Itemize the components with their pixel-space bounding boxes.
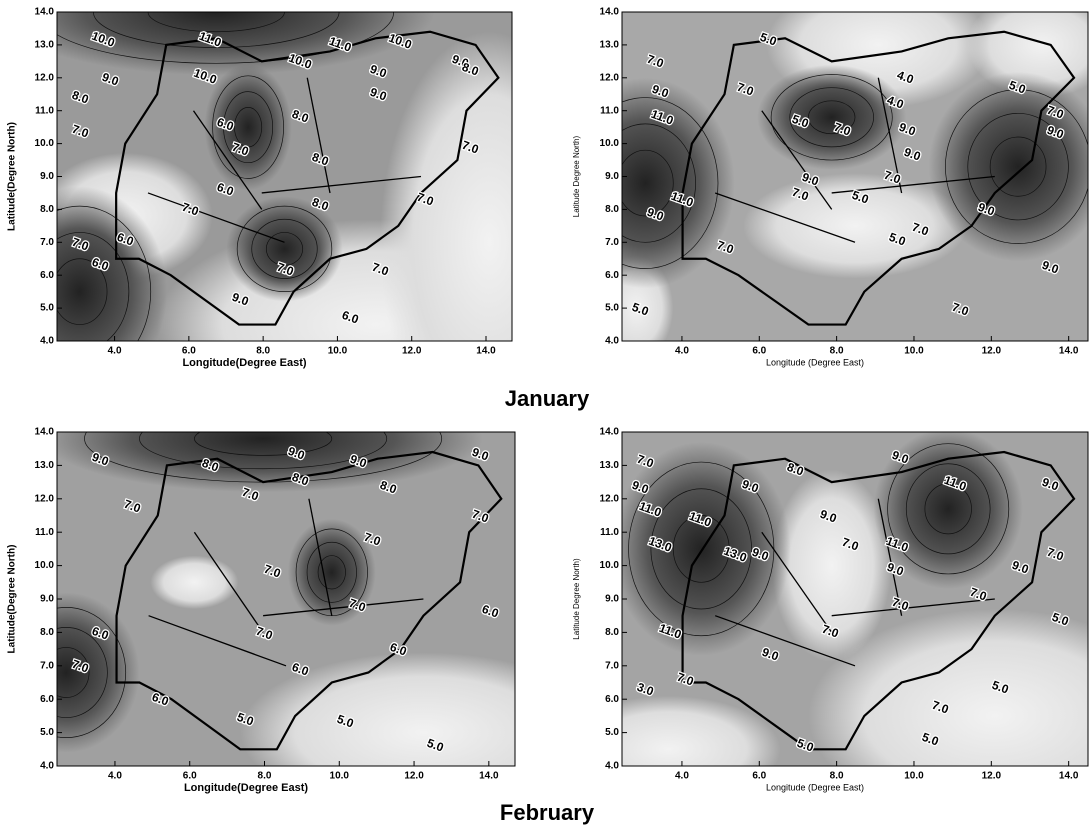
caption: January [505,386,590,411]
y-tick-label: 7.0 [40,660,54,671]
y-tick-label: 5.0 [605,727,619,738]
y-tick-label: 10.0 [600,560,620,571]
map-panel: 4.0 6.0 8.0 10.0 12.0 14.0 4.0 5.0 6.0 7.0 8.0 9.0 1… [0,385,607,813]
figure: January February 4.06.08.010.012.014.04.… [0,0,1091,826]
light-region [557,696,781,803]
y-tick-label: 7.0 [605,237,619,248]
y-tick-label: 5.0 [605,303,619,314]
x-axis-label: Longitude(Degree East) [182,357,306,369]
y-tick-label: 13.0 [35,460,55,471]
y-tick-label: 4.0 [605,336,619,347]
map-panel: 4.0 6.0 8.0 10.0 12.0 14.0 4.0 5.0 6.0 7.0 8.0 9.0 1… [556,0,1091,367]
y-tick-label: 7.0 [40,237,54,248]
x-tick-label: 14.0 [476,346,496,357]
y-tick-label: 9.0 [605,594,619,605]
x-tick-label: 8.0 [830,771,844,782]
map-panel: 4.0 6.0 8.0 10.0 12.0 14.0 4.0 5.0 6.0 7.0 8.0 9.0 1… [557,427,1091,823]
y-tick-label: 13.0 [35,40,55,51]
x-tick-label: 8.0 [258,771,272,782]
y-tick-label: 12.0 [35,72,55,83]
y-axis-label: Latitude Degree North) [572,558,581,640]
x-tick-label: 10.0 [904,771,924,782]
y-tick-label: 9.0 [605,171,619,182]
x-tick-label: 10.0 [330,771,350,782]
y-tick-label: 11.0 [35,105,54,116]
y-tick-label: 7.0 [605,660,619,671]
y-tick-label: 11.0 [35,527,54,538]
light-region [150,556,238,609]
y-tick-label: 5.0 [40,303,54,314]
y-tick-label: 12.0 [35,493,55,504]
x-tick-label: 4.0 [108,346,122,357]
x-axis-label: Longitude (Degree East) [766,782,864,792]
page: January February 4.06.08.010.012.014.04.… [0,0,1091,826]
x-tick-label: 12.0 [404,771,424,782]
x-tick-label: 12.0 [982,771,1002,782]
x-tick-label: 10.0 [904,346,924,357]
x-tick-label: 6.0 [183,771,197,782]
y-tick-label: 11.0 [600,105,619,116]
y-tick-label: 8.0 [40,204,54,215]
x-tick-label: 14.0 [479,771,499,782]
y-tick-label: 8.0 [40,627,54,638]
y-tick-label: 4.0 [40,336,54,347]
y-tick-label: 13.0 [600,460,620,471]
x-tick-label: 10.0 [328,346,348,357]
y-tick-label: 13.0 [600,40,620,51]
y-tick-label: 14.0 [600,427,620,438]
y-tick-label: 5.0 [40,727,54,738]
x-tick-label: 6.0 [752,771,766,782]
x-tick-label: 12.0 [402,346,422,357]
x-axis-label: Longitude (Degree East) [766,357,864,367]
y-tick-label: 14.0 [35,427,55,438]
dark-region [0,186,167,397]
y-tick-label: 10.0 [600,138,620,149]
y-tick-label: 4.0 [605,761,619,772]
x-tick-label: 6.0 [752,346,766,357]
y-tick-label: 11.0 [600,527,619,538]
y-axis-label: Latitude(Degree North) [7,122,18,231]
y-tick-label: 6.0 [605,694,619,705]
x-axis-label: Longitude(Degree East) [184,782,308,794]
x-tick-label: 8.0 [256,346,270,357]
y-tick-label: 6.0 [40,694,54,705]
x-tick-label: 12.0 [982,346,1002,357]
x-tick-label: 4.0 [675,771,689,782]
dark-region [43,385,483,492]
x-tick-label: 14.0 [1059,771,1079,782]
y-tick-label: 10.0 [35,560,55,571]
x-tick-label: 6.0 [182,346,196,357]
x-tick-label: 14.0 [1059,346,1079,357]
x-tick-label: 4.0 [108,771,122,782]
y-tick-label: 10.0 [35,138,55,149]
y-axis-label: Latitude Degree North) [572,135,581,217]
y-tick-label: 14.0 [35,7,55,18]
y-tick-label: 6.0 [605,270,619,281]
y-tick-label: 9.0 [40,594,54,605]
y-tick-label: 14.0 [600,7,620,18]
dark-region [556,78,735,289]
y-tick-label: 8.0 [605,627,619,638]
x-tick-label: 4.0 [675,346,689,357]
x-tick-label: 8.0 [830,346,844,357]
y-tick-label: 12.0 [600,72,620,83]
y-tick-label: 12.0 [600,493,620,504]
y-axis-label: Latitude(Degree North) [7,545,18,654]
y-tick-label: 8.0 [605,204,619,215]
y-tick-label: 9.0 [40,171,54,182]
dark-region [757,65,906,170]
y-tick-label: 6.0 [40,270,54,281]
caption: February [500,800,595,825]
y-tick-label: 4.0 [40,761,54,772]
